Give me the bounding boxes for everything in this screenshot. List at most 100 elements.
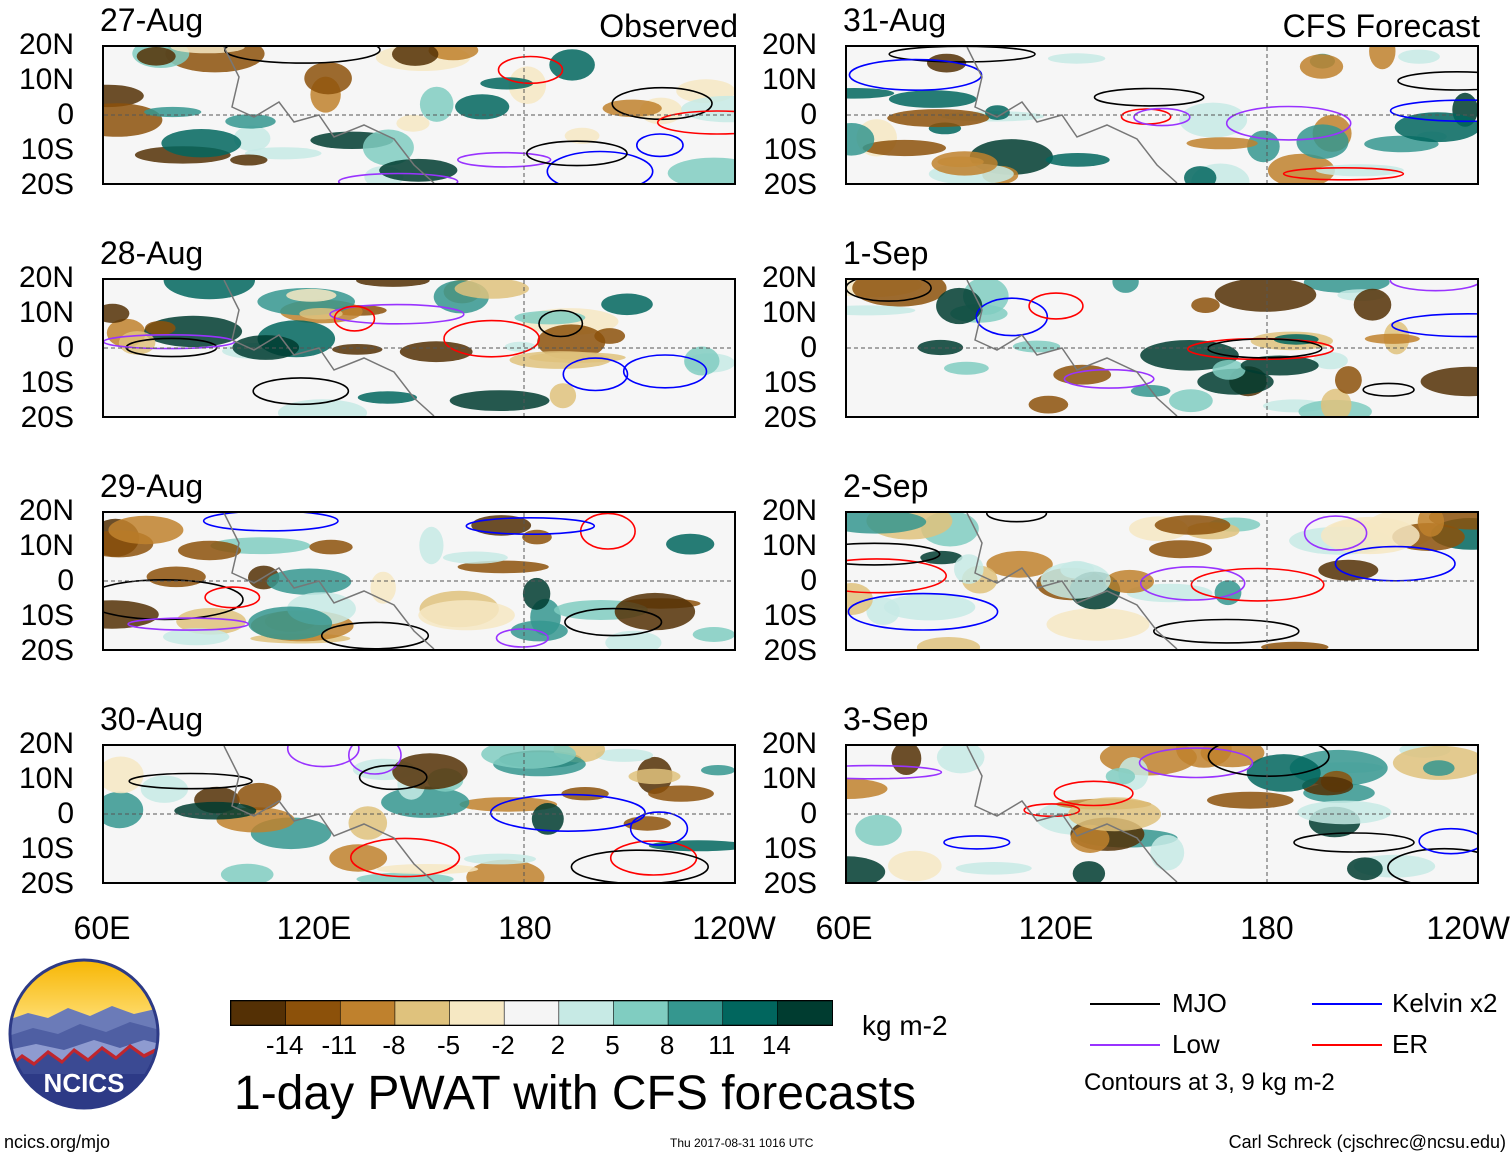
pwat-anomaly (916, 637, 981, 649)
pwat-anomaly (357, 391, 417, 404)
pwat-anomaly (1364, 333, 1420, 344)
pwat-anomaly (927, 53, 967, 73)
lat-label: 0 (57, 331, 74, 364)
wave-contour (538, 309, 584, 338)
map-panel-fc-3 (845, 511, 1479, 651)
pwat-anomaly (1297, 800, 1392, 825)
pwat-anomaly (1347, 857, 1383, 881)
pwat-anomaly (104, 600, 159, 629)
pwat-anomaly (1369, 47, 1396, 70)
pwat-anomaly (648, 785, 714, 802)
pwat-anomaly (161, 129, 242, 158)
legend-label-kelvin: Kelvin x2 (1392, 988, 1498, 1018)
colorbar-bin (722, 1000, 779, 1026)
pwat-anomaly (362, 129, 414, 166)
lat-label: 10N (18, 762, 74, 795)
colorbar-tick-label: 2 (550, 1030, 566, 1060)
pwat-anomaly (356, 280, 430, 287)
map-panel-obs-1 (102, 45, 736, 185)
pwat-anomaly (1070, 824, 1110, 853)
pwat-anomaly (1417, 513, 1445, 537)
pwat-anomaly (304, 62, 352, 95)
pwat-anomaly (701, 765, 734, 776)
lon-label-fc-180: 180 (1240, 910, 1294, 946)
lat-label: 0 (800, 797, 817, 830)
pwat-anomaly (419, 526, 444, 565)
lat-label: 20S (763, 634, 817, 667)
lat-label: 0 (800, 331, 817, 364)
colorbar-bin (613, 1000, 669, 1026)
lon-label-fc-120e: 120E (1018, 910, 1094, 946)
source-url[interactable]: ncics.org/mjo (4, 1132, 111, 1152)
lat-label: 20N (761, 28, 817, 61)
pwat-anomaly (614, 592, 696, 631)
pwat-anomaly (379, 158, 458, 182)
lat-label: 0 (800, 564, 817, 597)
colorbar-bin (558, 1000, 615, 1026)
colorbar-bin (230, 1000, 287, 1026)
lon-label-fc-120w: 120W (1426, 910, 1510, 946)
pwat-anomaly (1046, 608, 1150, 641)
colorbar-tick-label: 14 (761, 1030, 791, 1060)
wave-contour (847, 764, 943, 780)
wave-contour (546, 150, 654, 183)
pwat-anomaly (1186, 137, 1258, 150)
pwat-anomaly (847, 305, 916, 316)
pwat-anomaly (847, 88, 895, 99)
wave-contour (847, 592, 999, 631)
wave-contour (570, 849, 709, 882)
pwat-anomaly (985, 105, 1010, 120)
pwat-anomaly (1313, 352, 1348, 370)
lat-label: 10N (18, 63, 74, 96)
pwat-anomaly (888, 90, 977, 108)
map-panel-fc-2 (845, 278, 1479, 418)
colorbar-tick-label: -2 (491, 1030, 515, 1060)
wave-contour (489, 793, 646, 833)
wave-contour (986, 513, 1048, 523)
wave-contour (1139, 566, 1246, 601)
colorbar-tick-label: -11 (321, 1030, 358, 1060)
wave-contour (350, 837, 461, 878)
pwat-anomaly (1320, 516, 1420, 555)
pwat-anomaly (481, 746, 576, 769)
pwat-anomaly (1398, 49, 1440, 64)
lat-label: 20N (761, 494, 817, 527)
lat-label: 20N (18, 494, 74, 527)
wave-contour (622, 354, 708, 389)
pwat-anomaly (443, 551, 508, 564)
legend-label-mjo: MJO (1172, 988, 1227, 1018)
pwat-anomaly (1214, 280, 1317, 312)
pwat-anomaly (104, 84, 144, 108)
lon-label-obs-60e: 60E (73, 910, 131, 946)
pwat-anomaly (888, 850, 942, 882)
pwat-anomaly (920, 550, 963, 565)
legend-line-low (1090, 1044, 1160, 1046)
pwat-anomaly (891, 746, 922, 775)
wave-contour (348, 746, 402, 775)
lat-label: 20S (763, 168, 817, 201)
pwat-field (104, 746, 734, 882)
pwat-anomaly (449, 390, 550, 411)
pwat-anomaly (220, 863, 274, 882)
pwat-anomaly (1176, 746, 1232, 768)
wave-contour (1391, 313, 1477, 338)
pwat-anomaly (457, 560, 549, 574)
pwat-anomaly (236, 782, 282, 811)
pwat-anomaly (1423, 760, 1455, 776)
wave-contour (252, 377, 350, 406)
pwat-anomaly (233, 125, 271, 152)
pwat-field (104, 280, 734, 416)
pwat-anomaly (531, 803, 564, 835)
pwat-anomaly (455, 94, 510, 120)
lat-label: 20S (20, 401, 74, 434)
lat-label: 10S (20, 366, 74, 399)
colorbar-tick-label: 11 (708, 1030, 736, 1060)
pwat-anomaly (1012, 340, 1061, 353)
pwat-anomaly (174, 801, 257, 820)
pwat-anomaly (459, 797, 558, 812)
observed-label: Observed (599, 8, 738, 44)
map-panel-obs-3 (102, 511, 736, 651)
wave-contour (943, 835, 1011, 850)
lat-label: 10N (761, 529, 817, 562)
pwat-anomaly (370, 571, 396, 604)
